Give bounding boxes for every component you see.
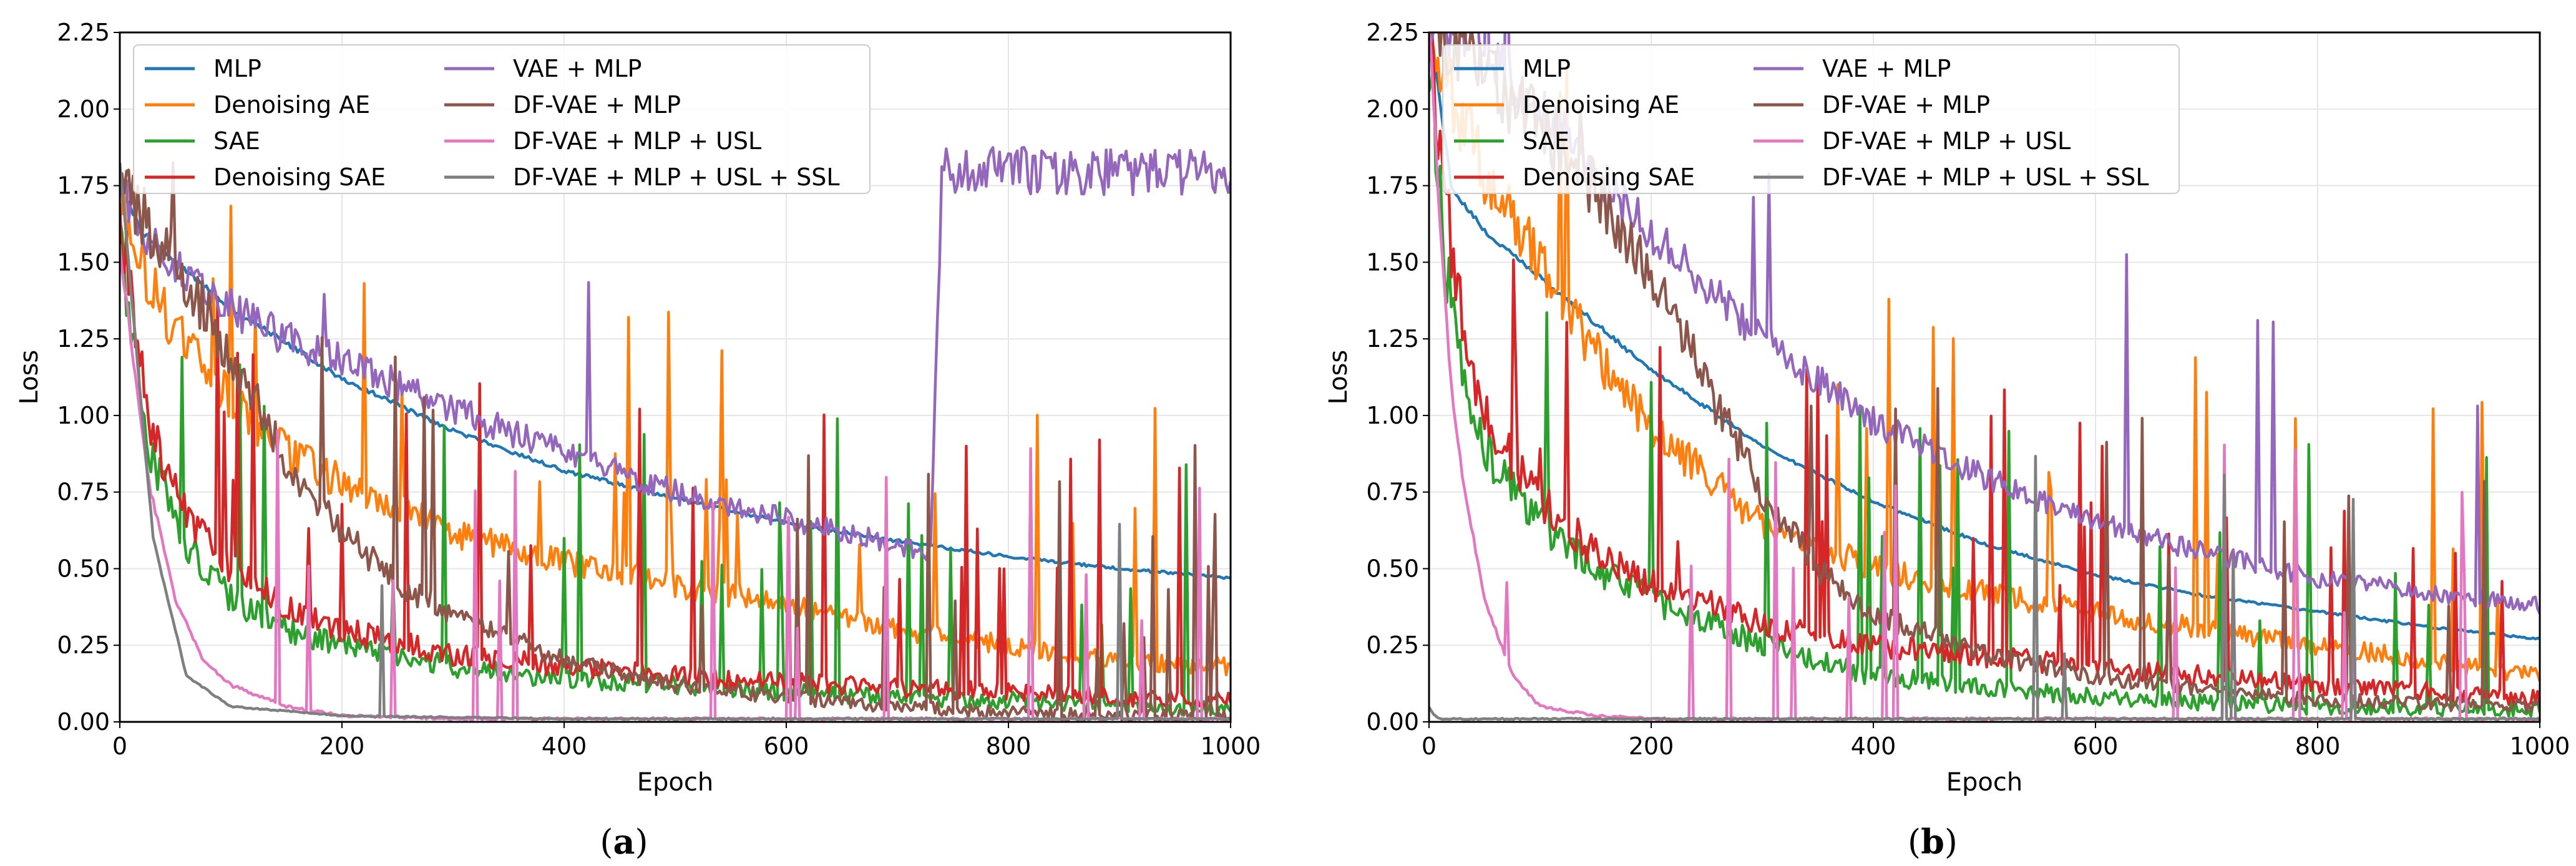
y-axis-label: Loss [15, 350, 44, 405]
legend-label: VAE + MLP [1822, 55, 1951, 82]
x-tick-label: 0 [1422, 732, 1437, 760]
series-line-sae [120, 220, 1231, 718]
y-tick-label: 1.75 [57, 172, 110, 200]
y-tick-label: 0.25 [1366, 631, 1419, 659]
x-tick-label: 1000 [1201, 732, 1261, 760]
x-tick-label: 200 [1629, 732, 1674, 760]
legend-label: DF-VAE + MLP + USL + SSL [1822, 163, 2149, 191]
legend-label: DF-VAE + MLP + USL [1822, 127, 2071, 155]
plot-frame [1428, 31, 2541, 723]
series-line-df-vae-mlp [120, 161, 1231, 722]
legend: MLP Denoising AE SAE Denoising SAE VAE + MLP… [1442, 44, 2180, 194]
series-line-mlp [120, 184, 1231, 580]
y-tick-label: 0.75 [57, 479, 110, 506]
legend-label: DF-VAE + MLP [1822, 91, 1990, 119]
x-tick-label: 400 [1851, 732, 1896, 760]
y-tick-label: 1.25 [1366, 325, 1419, 353]
y-tick-label: 2.00 [1366, 95, 1419, 123]
y-tick-label: 0.75 [1366, 479, 1419, 506]
legend-label: Denoising AE [213, 91, 370, 119]
x-tick-label: 400 [542, 732, 587, 760]
legend-label: Denoising SAE [213, 163, 386, 191]
legend-label: DF-VAE + MLP [513, 91, 681, 119]
chart-panel-b: 0.00 0.25 0.50 0.75 1.00 1.25 1.50 1.75 2.00 2.25… [1324, 19, 2570, 862]
y-tick-label: 0.25 [57, 631, 110, 659]
y-axis-label: Loss [1324, 350, 1353, 405]
legend-label: Denoising SAE [1523, 163, 1695, 191]
legend-label: MLP [213, 55, 261, 82]
y-tick-label: 2.00 [57, 95, 110, 123]
legend-box [133, 44, 871, 194]
y-tick-label: 0.50 [57, 555, 110, 582]
series-line-vae-mlp [120, 145, 1231, 562]
y-tick-label: 1.00 [57, 402, 110, 429]
legend-label: DF-VAE + MLP + USL [513, 127, 761, 155]
y-tick-label: 0.00 [57, 708, 110, 736]
plot-frame [119, 31, 1232, 723]
y-tick-label: 1.25 [57, 325, 110, 353]
x-tick-label: 800 [2295, 732, 2341, 760]
x-tick-label: 600 [2073, 732, 2119, 760]
y-tick-label: 1.50 [1366, 248, 1419, 276]
legend-label: SAE [213, 127, 260, 155]
y-tick-label: 1.50 [57, 248, 110, 276]
y-tick-label: 0.00 [1366, 708, 1419, 736]
y-tick-label: 0.50 [1366, 555, 1419, 582]
legend-label: MLP [1523, 55, 1571, 82]
panel-label: (a) [600, 822, 648, 862]
legend-label: Denoising AE [1523, 91, 1679, 119]
x-axis-label: Epoch [1946, 768, 2022, 797]
legend-label: SAE [1523, 127, 1569, 155]
x-tick-label: 800 [986, 732, 1032, 760]
legend-box [1442, 44, 2180, 194]
series-line-denoising-sae [120, 203, 1231, 709]
x-tick-label: 200 [320, 732, 365, 760]
x-axis-label: Epoch [637, 768, 713, 797]
x-tick-label: 0 [112, 732, 127, 760]
series-group [120, 145, 1231, 722]
y-tick-label: 1.00 [1366, 402, 1419, 429]
x-tick-label: 1000 [2510, 732, 2570, 760]
legend: MLP Denoising AE SAE Denoising SAE VAE + MLP… [133, 44, 871, 194]
series-line-df-vae-mlp-usl-ssl [120, 162, 1231, 721]
x-tick-label: 600 [764, 732, 809, 760]
series-line-denoising-ae [120, 190, 1231, 676]
series-line-df-vae-mlp-usl-ssl [1429, 454, 2540, 721]
chart-panel-a: 0.00 0.25 0.50 0.75 1.00 1.25 1.50 1.75 2.00 2.25… [15, 19, 1261, 862]
y-tick-label: 2.25 [57, 19, 110, 46]
legend-label: DF-VAE + MLP + USL + SSL [513, 163, 840, 191]
legend-label: VAE + MLP [513, 55, 642, 82]
y-tick-label: 1.75 [1366, 172, 1419, 200]
panel-label: (b) [1908, 822, 1958, 862]
y-tick-label: 2.25 [1366, 19, 1419, 46]
